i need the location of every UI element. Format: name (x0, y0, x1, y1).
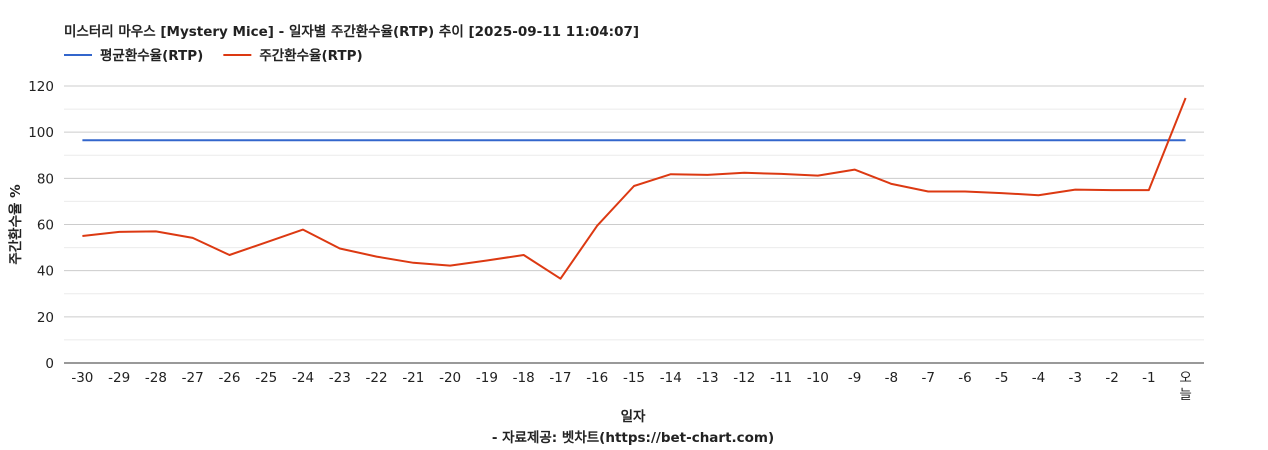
x-tick-label: -6 (958, 370, 971, 386)
x-tick-label: -16 (586, 370, 608, 386)
x-axis-ticks: -30 -29 -28 -27 -26 -25 -24 -23 -22 -21 -20 -19 -18-… (71, 370, 1191, 403)
y-tick-label: 20 (37, 310, 54, 326)
x-axis-title: 일자 (621, 409, 646, 425)
weekly-rtp-line (82, 97, 1187, 280)
x-tick-label: -28 (145, 370, 167, 386)
legend: 평균환수율(RTP) 주간환수율(RTP) (64, 47, 363, 64)
x-tick-label: -20 (439, 370, 461, 386)
x-tick-label: -24 (292, 370, 314, 386)
x-tick-label: -4 (1032, 370, 1045, 386)
x-tick-label: -2 (1105, 370, 1118, 386)
x-tick-label: -5 (995, 370, 1008, 386)
x-tick-label: -30 (71, 370, 93, 386)
x-tick-label: -27 (182, 370, 204, 386)
x-tick-label: -9 (848, 370, 861, 386)
y-tick-label: 60 (37, 218, 54, 234)
y-tick-label: 40 (37, 264, 54, 280)
x-tick-label: -8 (885, 370, 898, 386)
x-tick-label: -7 (921, 370, 934, 386)
x-tick-label: -13 (697, 370, 719, 386)
x-tick-label: -17 (549, 370, 571, 386)
x-tick-label: -19 (476, 370, 498, 386)
y-tick-label: 100 (28, 125, 54, 141)
x-tick-label: -22 (366, 370, 388, 386)
x-tick-label: -21 (402, 370, 424, 386)
data-source-credit: - 자료제공: 벳차트(https://bet-chart.com) (492, 429, 774, 446)
x-tick-label: -18 (513, 370, 535, 386)
gridlines (64, 85, 1204, 341)
legend-label: 주간환수율(RTP) (259, 47, 362, 64)
x-tick-label: -1 (1142, 370, 1155, 386)
x-tick-label: -11 (770, 370, 792, 386)
x-tick-label: -23 (329, 370, 351, 386)
x-tick-label: -25 (255, 370, 277, 386)
x-tick-label: -12 (733, 370, 755, 386)
x-tick-label: -3 (1069, 370, 1082, 386)
x-tick-label: -10 (807, 370, 829, 386)
x-tick-label: -14 (660, 370, 682, 386)
y-tick-label: 80 (37, 171, 54, 187)
legend-label: 평균환수율(RTP) (100, 47, 203, 64)
y-tick-label: 120 (28, 79, 54, 95)
y-axis-title: 주간환수율 % (7, 184, 24, 265)
series-lines (82, 97, 1187, 280)
y-tick-label: 0 (45, 356, 54, 372)
x-tick-label: -26 (218, 370, 240, 386)
x-tick-label: -15 (623, 370, 645, 386)
x-tick-label: -29 (108, 370, 130, 386)
y-axis-ticks: 0 20 40 60 80 100 120 (28, 79, 54, 372)
chart-title: 미스터리 마우스 [Mystery Mice] - 일자별 주간환수율(RTP)… (64, 23, 639, 40)
